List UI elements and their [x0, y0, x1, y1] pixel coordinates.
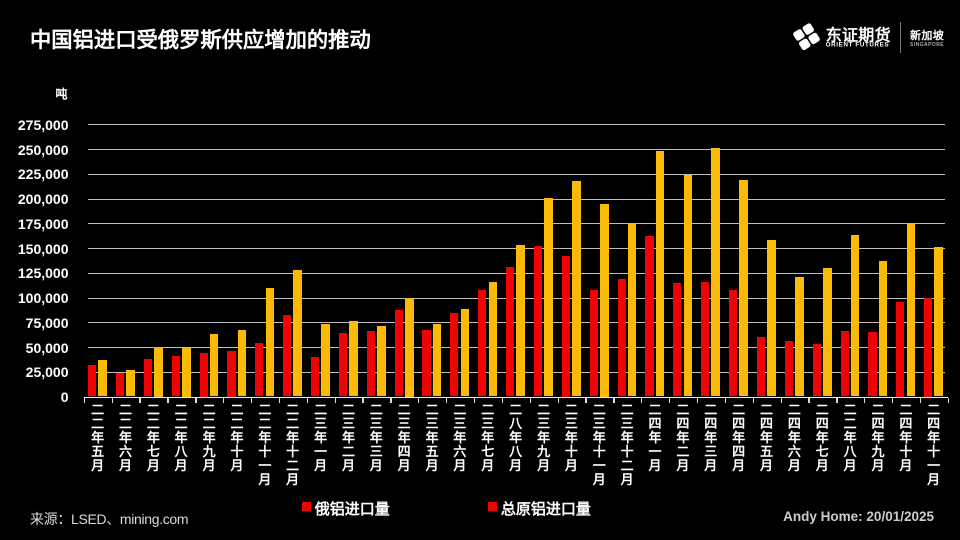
svg-text:SINGAPORE: SINGAPORE	[910, 42, 944, 48]
svg-text:ORIENT FUTURES: ORIENT FUTURES	[826, 42, 890, 49]
svg-text:新加坡: 新加坡	[910, 28, 945, 42]
svg-text:东证期货: 东证期货	[826, 25, 891, 44]
